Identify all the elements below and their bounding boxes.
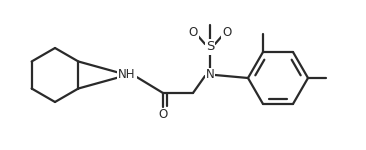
Text: O: O — [158, 108, 168, 122]
Text: O: O — [188, 27, 198, 39]
Text: O: O — [223, 27, 232, 39]
Text: NH: NH — [118, 69, 136, 81]
Text: S: S — [206, 40, 214, 54]
Text: N: N — [206, 69, 214, 81]
